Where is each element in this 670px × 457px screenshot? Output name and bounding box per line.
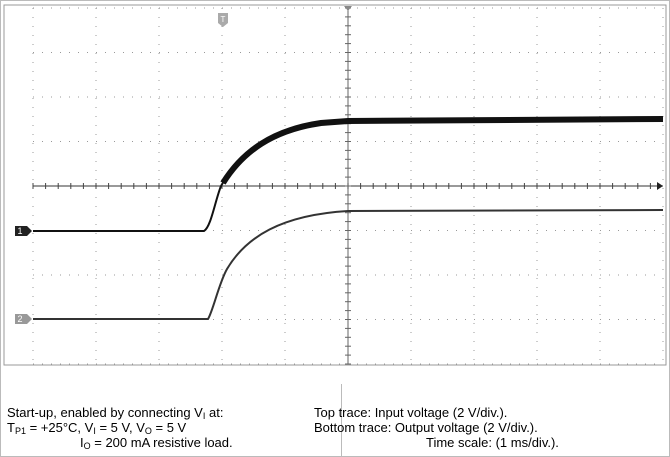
channel1-label: 1 [17,226,22,236]
caption-line: Start-up, enabled by connecting VI at: [7,405,233,421]
caption-line: Top trace: Input voltage (2 V/div.). [314,405,559,420]
trigger-level-marker [657,182,663,190]
caption-text: T [7,420,15,435]
caption-text: = 5 V, V [95,420,145,435]
output-trace [33,209,664,320]
caption-right: Top trace: Input voltage (2 V/div.). Bott… [314,405,559,450]
time-ref-marker [344,6,352,11]
caption-text: Start-up, enabled by connecting V [7,405,203,420]
trigger-label: T [221,15,226,24]
channel2-marker [15,314,32,324]
input-trace-noise [220,116,664,185]
subscript: O [144,426,152,436]
caption-text: Top trace: Input voltage (2 V/div.). [314,405,508,420]
caption-text: Bottom trace: Output voltage (2 V/div.). [314,420,538,435]
subscript: O [83,441,91,451]
subscript: I [202,411,206,421]
caption-text: = +25°C, V [25,420,94,435]
trigger-marker [218,13,228,27]
caption-line: Bottom trace: Output voltage (2 V/div.). [314,420,559,435]
channel1-marker [15,226,32,236]
scope-screen: 1 2 T [3,4,667,366]
subscript: I [93,426,96,436]
caption-divider [341,384,342,456]
caption-text: Time scale: (1 ms/div.). [426,435,559,450]
subscript: P1 [14,426,26,436]
caption-text: at: [205,405,224,420]
caption-left: Start-up, enabled by connecting VI at: TP… [7,405,233,451]
caption-line: TP1 = +25°C, VI = 5 V, VO = 5 V [7,420,233,436]
caption-text: = 200 mA resistive load. [90,435,233,450]
caption-line: Time scale: (1 ms/div.). [314,435,559,450]
caption-line: IO = 200 mA resistive load. [7,435,233,451]
caption-text: = 5 V [151,420,187,435]
channel2-label: 2 [17,314,22,324]
caption-text: I [80,435,84,450]
